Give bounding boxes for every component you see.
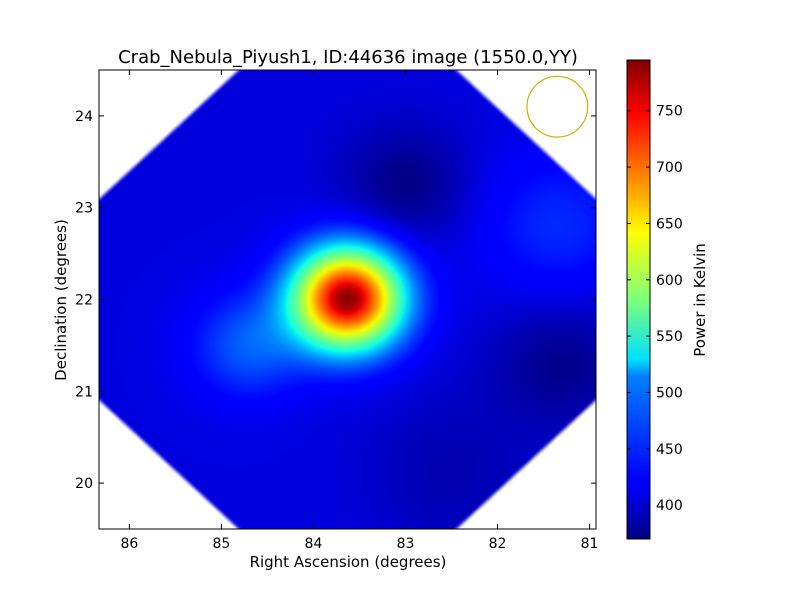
colorbar-tick-label: 650 (656, 216, 683, 232)
x-tick-label: 85 (212, 536, 230, 552)
colorbar-tick-label: 450 (656, 442, 683, 458)
chart-title: Crab_Nebula_Piyush1, ID:44636 image (155… (118, 47, 578, 68)
y-tick-label: 21 (75, 384, 93, 400)
y-tick-label: 24 (75, 109, 93, 125)
y-axis-ticks: 20 21 22 23 24 (75, 109, 596, 492)
heatmap-image (99, 70, 596, 529)
colorbar-tick-label: 700 (656, 160, 683, 176)
x-tick-label: 84 (305, 536, 323, 552)
beam-circle (526, 75, 589, 138)
colorbar-tick-label: 750 (656, 104, 683, 120)
y-tick-label: 20 (75, 476, 93, 492)
x-axis-label: Right Ascension (degrees) (250, 553, 447, 571)
y-axis-label: Declination (degrees) (52, 219, 70, 381)
x-tick-label: 83 (397, 536, 415, 552)
colorbar (626, 59, 651, 540)
x-tick-label: 81 (581, 536, 599, 552)
y-tick-label: 22 (75, 293, 93, 309)
colorbar-tick-label: 550 (656, 329, 683, 345)
colorbar-label: Power in Kelvin (691, 243, 709, 357)
colorbar-ticks: 400 450 500 550 600 650 700 750 (627, 104, 683, 514)
colorbar-tick-label: 500 (656, 385, 683, 401)
colorbar-tick-label: 600 (656, 273, 683, 289)
x-tick-label: 82 (489, 536, 507, 552)
plot-area (99, 70, 596, 529)
y-tick-label: 23 (75, 201, 93, 217)
x-tick-label: 86 (120, 536, 138, 552)
colorbar-tick-label: 400 (656, 498, 683, 514)
x-axis-ticks: 86 85 84 83 82 81 (120, 70, 598, 552)
